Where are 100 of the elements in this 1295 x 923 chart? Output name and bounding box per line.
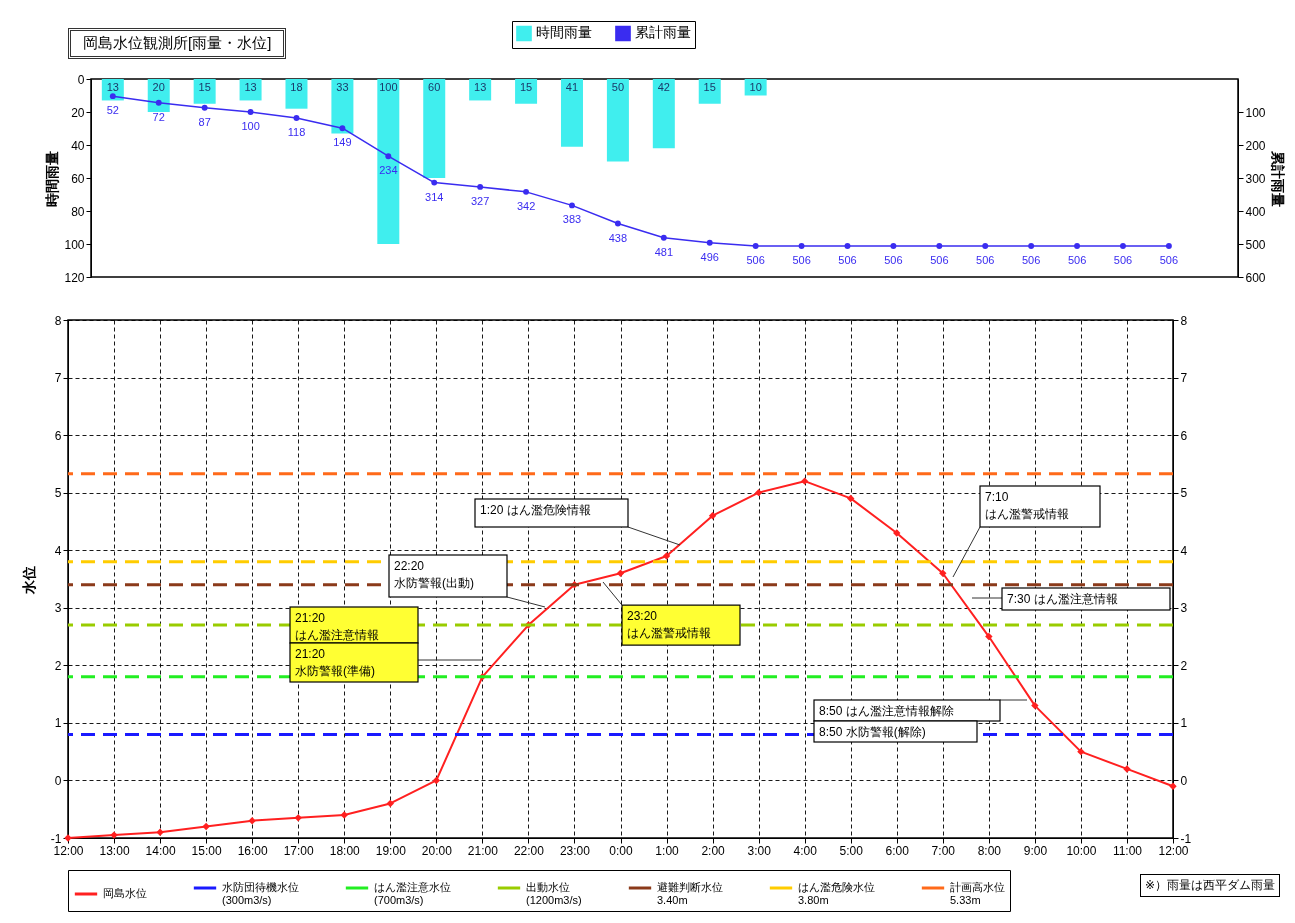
x-tick-label: 9:00 [1023,843,1048,858]
annotation: 8:50 はん濫注意情報解除 [819,704,954,718]
x-tick-label: 6:00 [885,843,910,858]
data-label: 438 [608,231,628,244]
data-label: 506 [838,253,857,266]
legend-label: 出動水位 (1200m3/s) [526,881,582,906]
y2-tick-label: 300 [1245,171,1266,186]
callout: 23:20 はん濫警戒情報 [603,581,741,646]
data-label: 496 [700,250,719,263]
y-tick-label: 20 [71,105,85,120]
data-label: 118 [287,125,306,138]
x-tick-label: 16:00 [237,843,269,858]
x-tick-label: 8:00 [977,843,1002,858]
legend-label: はん濫注意水位 (700m3/s) [374,881,451,906]
y2-tick-label: 8 [1180,313,1188,328]
y2-tick-label: 6 [1180,428,1188,443]
y2-tick-label: 0 [1180,773,1188,788]
data-label: 327 [470,194,490,207]
legend-label: 水防団待機水位 (300m3/s) [222,881,299,906]
data-label: 13 [474,81,487,93]
x-tick-label: 5:00 [839,843,864,858]
x-tick-label: 13:00 [99,843,130,858]
data-label: 13 [244,81,257,93]
legend-label: はん濫危険水位 3.80m [798,881,875,906]
y-tick-label: 2 [54,658,62,673]
legend-label: 避難判断水位 3.40m [657,881,723,906]
x-tick-label: 3:00 [747,843,772,858]
y-tick-label: 6 [54,428,62,443]
chart-title: 岡島水位観測所[雨量・水位] [68,28,287,59]
annotation: 1:20 はん濫危険情報 [480,503,591,517]
y2-tick-label: 3 [1180,601,1188,616]
x-tick-label: 14:00 [145,843,176,858]
annotation: 21:20 はん濫注意情報 [295,611,379,642]
data-label: 506 [976,253,995,266]
y2-axis-title: 累計雨量 [1269,149,1286,207]
annotation: 21:20 水防警報(準備) [295,647,375,678]
y-axis-title: 水位 [20,565,37,595]
x-tick-label: 12:00 [1158,843,1189,858]
y2-tick-label: 600 [1245,270,1266,285]
data-label: 506 [1021,253,1041,266]
x-tick-label: 7:00 [931,843,956,858]
y2-tick-label: 1 [1180,716,1188,731]
y2-tick-label: 4 [1180,543,1188,558]
data-label: 10 [749,81,762,93]
data-label: 13 [106,81,119,93]
x-tick-label: 18:00 [329,843,361,858]
data-label: 506 [884,253,903,266]
y2-tick-label: 5 [1180,486,1188,501]
data-label: 50 [611,81,625,93]
data-label: 15 [198,81,211,93]
data-label: 506 [746,253,765,266]
callout: 7:30 はん濫注意情報 [972,588,1171,611]
y-tick-label: 4 [54,543,62,558]
legend-label: 累計雨量 [635,24,691,41]
x-tick-label: 10:00 [1066,843,1097,858]
data-label: 41 [565,81,579,93]
y2-tick-label: 400 [1245,204,1266,219]
x-tick-label: 19:00 [375,843,407,858]
data-label: 342 [516,199,536,212]
x-tick-label: 11:00 [1112,843,1143,858]
callout: 8:50 水防警報(解除) [814,721,978,743]
y2-tick-label: 200 [1245,138,1266,153]
data-label: 383 [562,213,582,226]
data-label: 15 [519,81,533,93]
annotation: 22:20 水防警報(出動) [394,559,474,590]
data-label: 506 [1067,253,1087,266]
legend-label: 計画高水位 5.33m [950,881,1005,906]
data-label: 15 [703,81,716,93]
callout: 1:20 はん濫危険情報 [475,499,681,546]
data-label: 20 [152,81,165,93]
y2-tick-label: -1 [1180,831,1192,846]
y-tick-label: 80 [71,204,85,219]
callout: 8:50 はん濫注意情報解除 [814,700,1028,722]
y-tick-label: 100 [64,237,85,252]
data-label: 506 [1113,253,1133,266]
y-tick-label: 1 [54,716,62,731]
x-tick-label: 1:00 [655,843,680,858]
y-tick-label: -1 [50,831,62,846]
x-tick-label: 17:00 [283,843,315,858]
y2-tick-label: 2 [1180,658,1188,673]
annotation: 23:20 はん濫警戒情報 [627,609,711,640]
data-label: 100 [241,120,260,132]
data-label: 33 [336,81,349,93]
x-tick-label: 2:00 [701,843,726,858]
annotation: 7:10 はん濫警戒情報 [985,490,1069,521]
x-tick-label: 23:00 [559,843,591,858]
y-tick-label: 0 [77,72,85,87]
data-label: 18 [290,81,303,93]
data-label: 506 [1159,253,1179,266]
x-tick-label: 4:00 [793,843,818,858]
x-tick-label: 12:00 [53,843,84,858]
annotation: 7:30 はん濫注意情報 [1007,592,1118,606]
y-tick-label: 5 [54,486,62,501]
x-tick-label: 20:00 [421,843,453,858]
y-tick-label: 0 [54,773,62,788]
data-label: 314 [425,190,444,203]
x-tick-label: 21:00 [467,843,499,858]
data-label: 100 [379,81,398,93]
data-label: 506 [930,253,949,266]
y-axis-title: 時間雨量 [44,150,61,207]
